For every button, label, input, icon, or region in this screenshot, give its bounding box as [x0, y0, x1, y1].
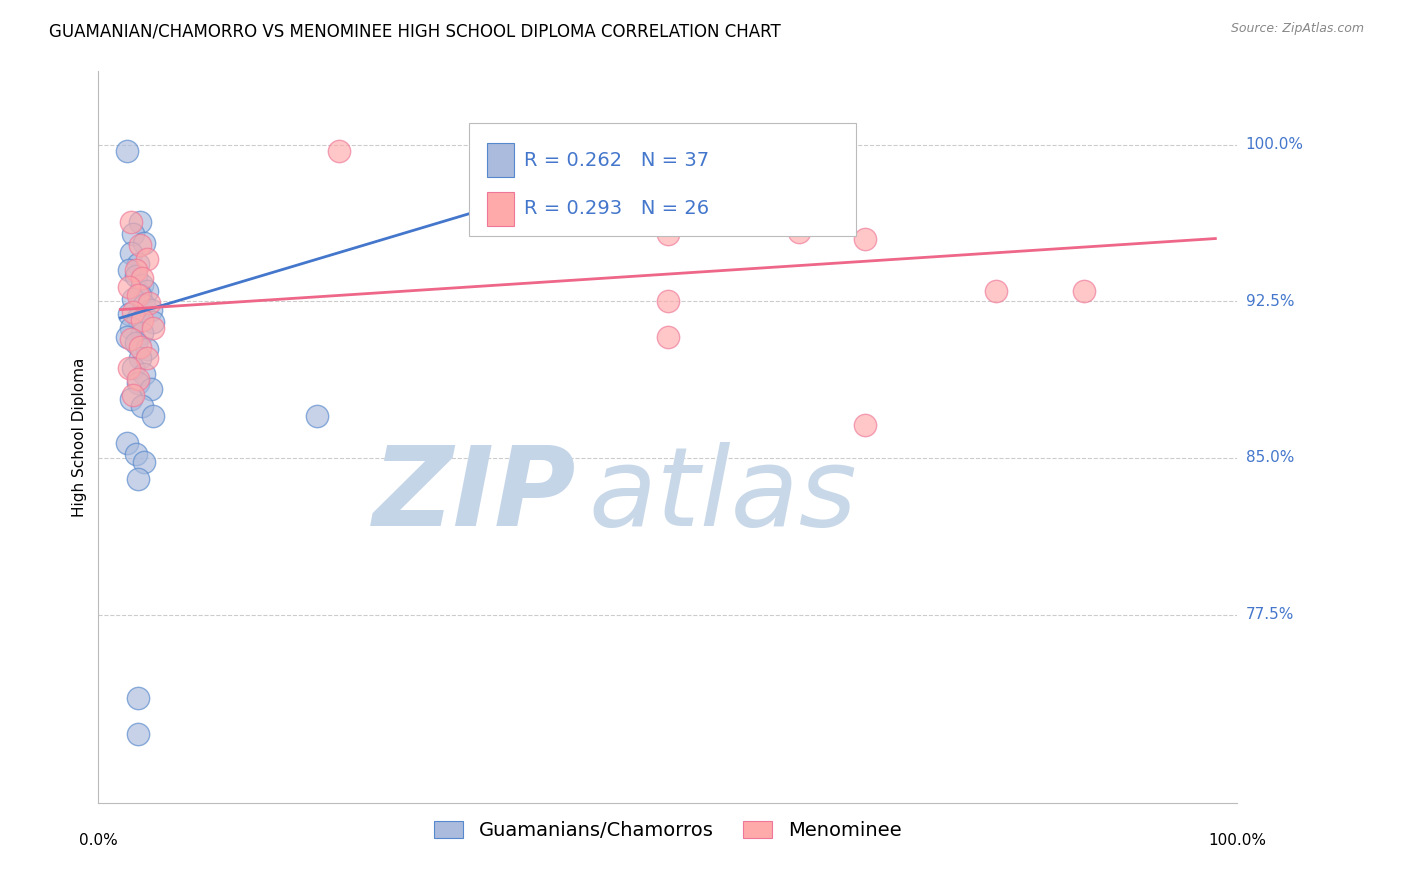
- Text: 0.0%: 0.0%: [79, 833, 118, 848]
- FancyBboxPatch shape: [486, 143, 515, 178]
- Point: [131, 313, 153, 327]
- Point: [307, 409, 329, 424]
- Point: [127, 310, 149, 325]
- Point: [853, 231, 876, 245]
- Point: [134, 455, 156, 469]
- Point: [124, 269, 146, 284]
- Point: [115, 330, 138, 344]
- Text: 100.0%: 100.0%: [1208, 833, 1267, 848]
- Point: [127, 727, 149, 741]
- Point: [127, 371, 149, 385]
- Point: [120, 392, 142, 407]
- Point: [122, 388, 145, 402]
- Point: [120, 321, 142, 335]
- Text: 77.5%: 77.5%: [1246, 607, 1294, 623]
- Point: [138, 296, 160, 310]
- Point: [118, 263, 141, 277]
- Point: [135, 343, 157, 357]
- Text: R = 0.262   N = 37: R = 0.262 N = 37: [524, 151, 710, 169]
- Point: [131, 326, 153, 340]
- Point: [131, 271, 153, 285]
- Point: [1073, 284, 1095, 298]
- Point: [129, 215, 152, 229]
- Point: [127, 288, 149, 302]
- Point: [139, 382, 162, 396]
- Point: [142, 315, 165, 329]
- Point: [124, 336, 146, 351]
- Point: [853, 417, 876, 432]
- Text: 85.0%: 85.0%: [1246, 450, 1294, 466]
- Point: [131, 399, 153, 413]
- Point: [131, 277, 153, 292]
- Text: atlas: atlas: [588, 442, 856, 549]
- Point: [135, 351, 157, 365]
- Point: [134, 368, 156, 382]
- Point: [142, 321, 165, 335]
- Point: [115, 144, 138, 158]
- Point: [986, 284, 1008, 298]
- Point: [118, 279, 141, 293]
- Point: [134, 235, 156, 250]
- Point: [124, 447, 146, 461]
- Text: 92.5%: 92.5%: [1246, 293, 1294, 309]
- FancyBboxPatch shape: [486, 192, 515, 227]
- Point: [129, 237, 152, 252]
- Point: [657, 227, 679, 242]
- Point: [122, 292, 145, 306]
- Text: GUAMANIAN/CHAMORRO VS MENOMINEE HIGH SCHOOL DIPLOMA CORRELATION CHART: GUAMANIAN/CHAMORRO VS MENOMINEE HIGH SCH…: [49, 22, 780, 40]
- Point: [657, 330, 679, 344]
- Text: 100.0%: 100.0%: [1246, 137, 1303, 152]
- Text: R = 0.293   N = 26: R = 0.293 N = 26: [524, 200, 710, 219]
- Point: [657, 294, 679, 309]
- Point: [127, 257, 149, 271]
- Point: [127, 691, 149, 706]
- Point: [139, 302, 162, 317]
- Point: [129, 351, 152, 365]
- Point: [129, 288, 152, 302]
- Legend: Guamanians/Chamorros, Menominee: Guamanians/Chamorros, Menominee: [426, 813, 910, 848]
- Point: [129, 340, 152, 354]
- Point: [122, 304, 145, 318]
- Point: [120, 332, 142, 346]
- FancyBboxPatch shape: [468, 122, 856, 235]
- Point: [120, 215, 142, 229]
- Point: [134, 298, 156, 312]
- Point: [124, 263, 146, 277]
- Point: [328, 144, 350, 158]
- Point: [122, 361, 145, 376]
- Point: [118, 307, 141, 321]
- Point: [120, 246, 142, 260]
- Text: ZIP: ZIP: [373, 442, 576, 549]
- Text: Source: ZipAtlas.com: Source: ZipAtlas.com: [1230, 22, 1364, 36]
- Point: [135, 284, 157, 298]
- Point: [127, 376, 149, 390]
- Point: [135, 252, 157, 267]
- Point: [115, 436, 138, 450]
- Point: [142, 409, 165, 424]
- Point: [118, 361, 141, 376]
- Point: [127, 472, 149, 486]
- Point: [122, 227, 145, 242]
- Y-axis label: High School Diploma: High School Diploma: [72, 358, 87, 516]
- Point: [787, 225, 810, 239]
